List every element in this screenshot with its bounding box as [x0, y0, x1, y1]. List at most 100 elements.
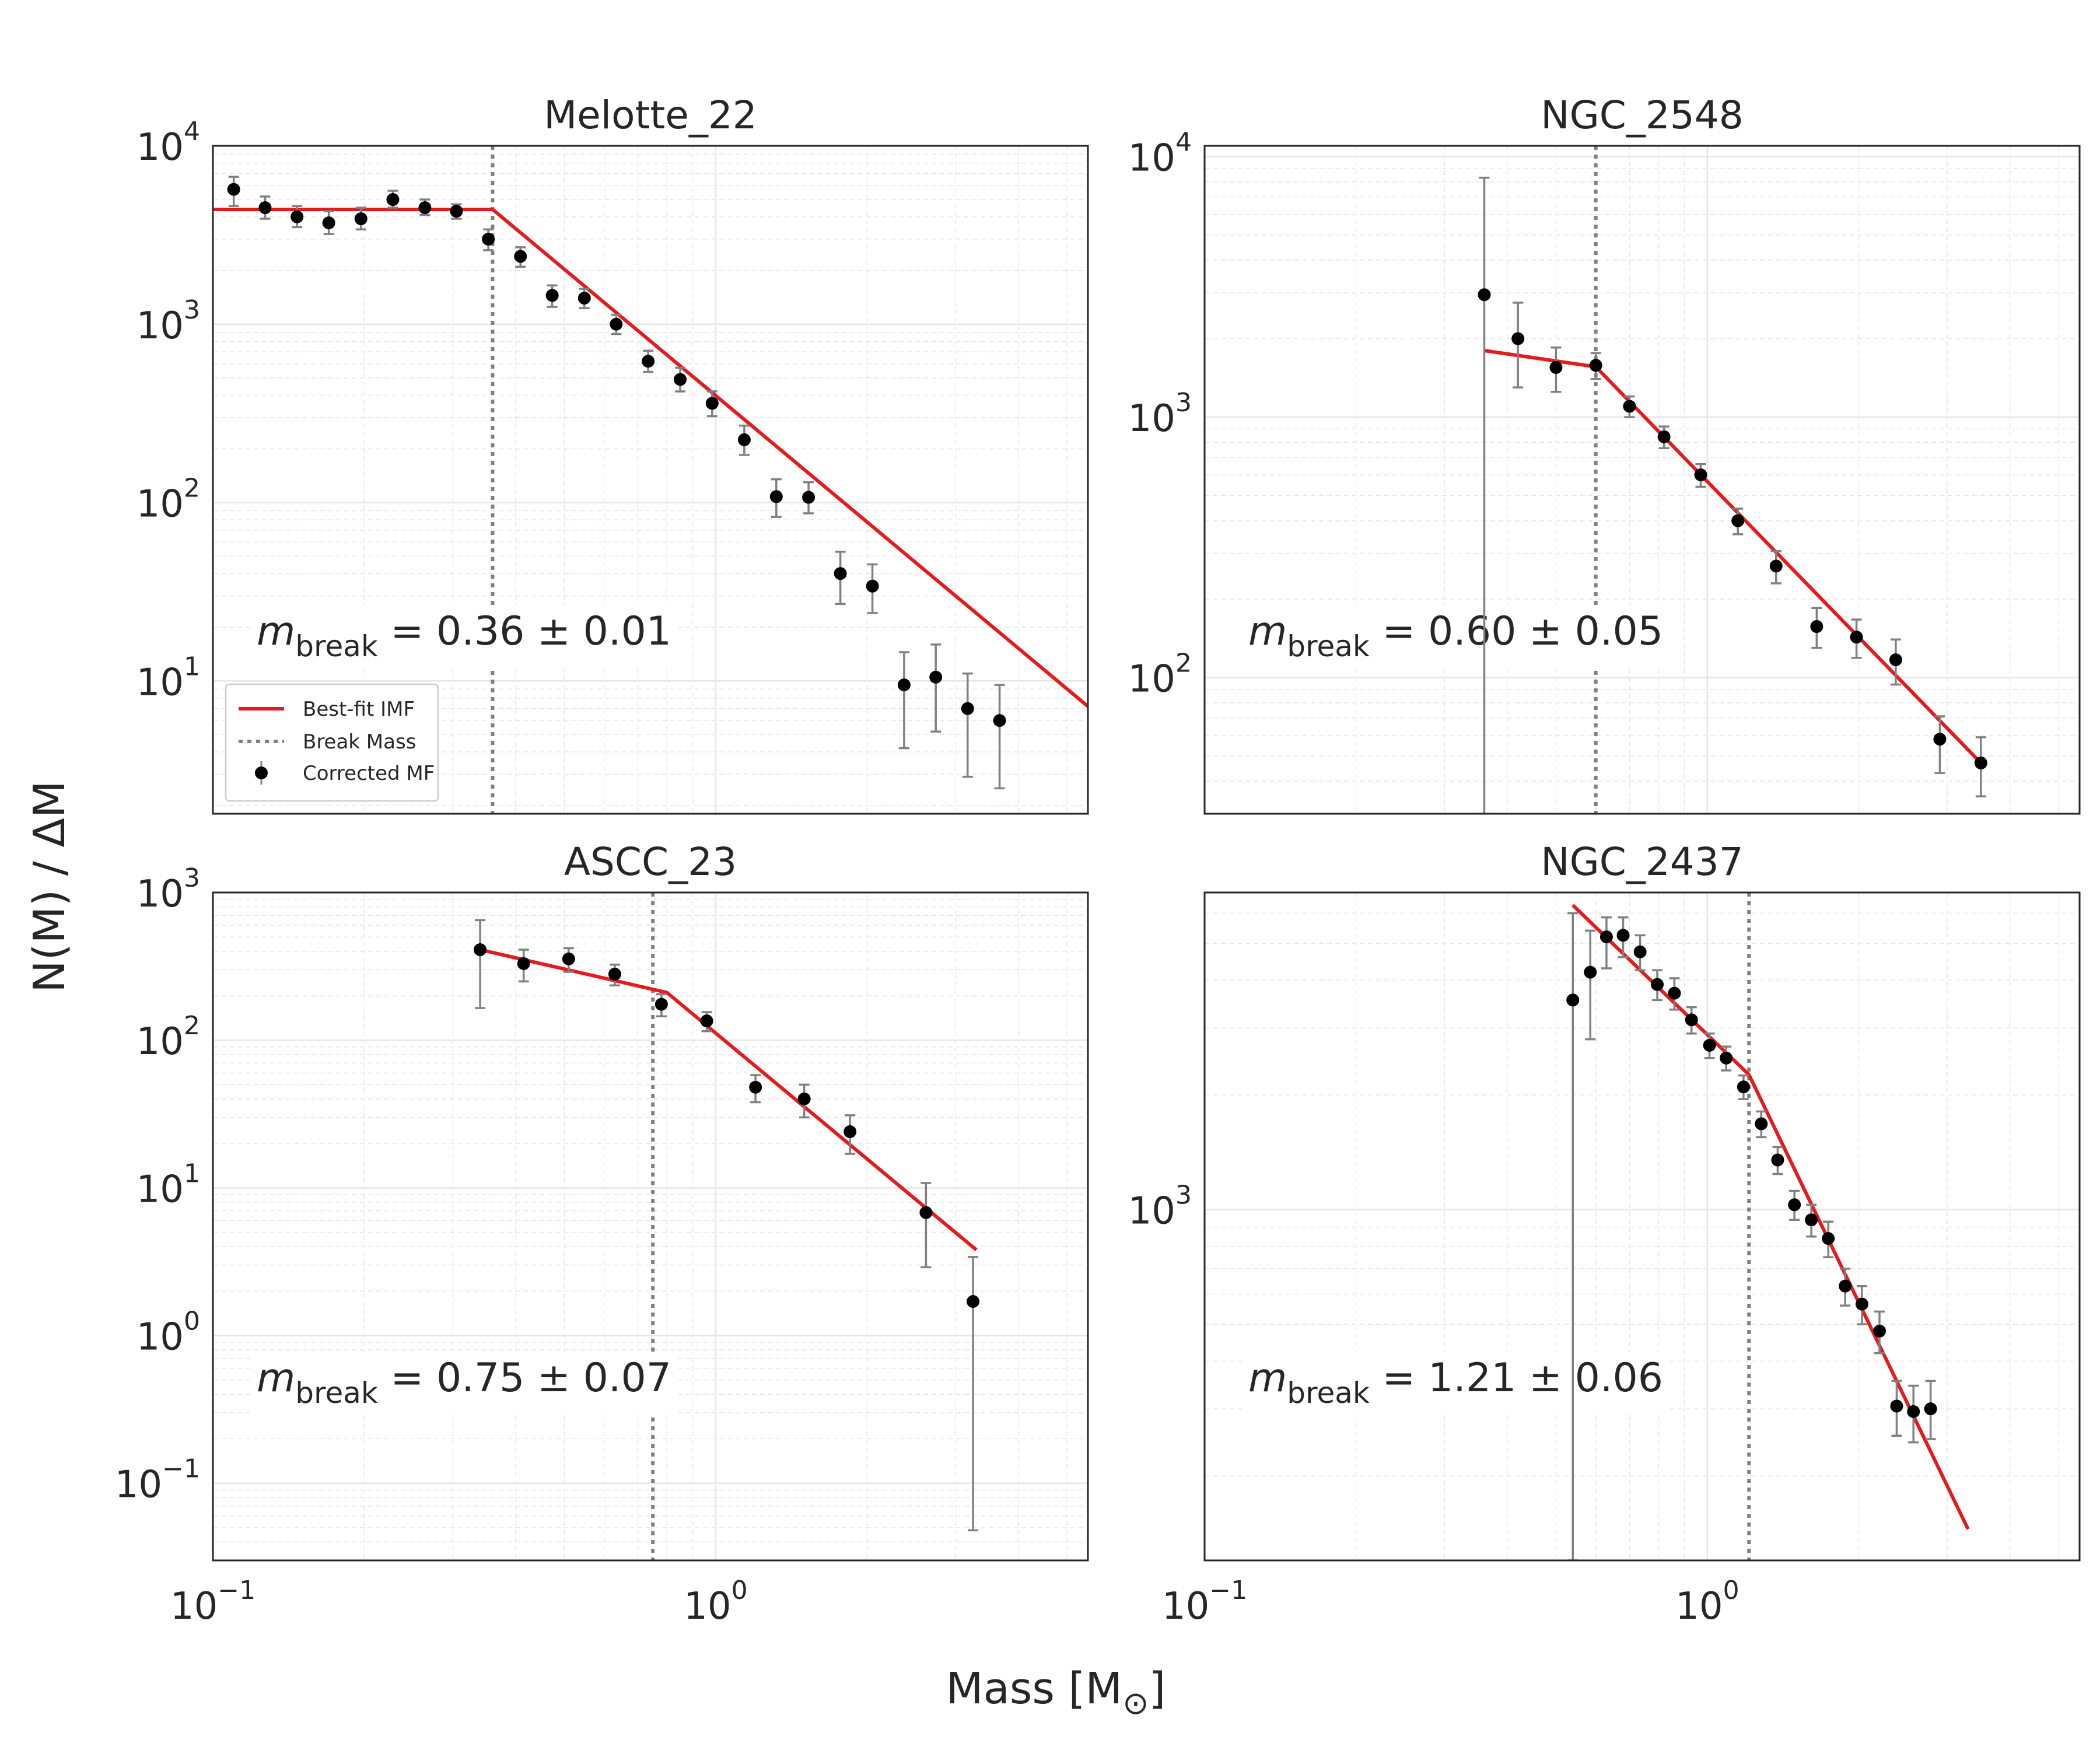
- marker: [1589, 359, 1602, 372]
- data-point: [642, 349, 655, 373]
- marker: [562, 952, 575, 965]
- y-tick-label: 102: [136, 474, 200, 526]
- data-point: [1839, 1268, 1852, 1307]
- break-annotation: mbreak = 0.75 ± 0.07: [257, 1355, 671, 1410]
- marker: [1924, 1402, 1937, 1416]
- data-point: [1974, 736, 1987, 797]
- data-point: [1805, 1203, 1818, 1238]
- marker: [227, 183, 240, 196]
- legend-box: [225, 683, 439, 802]
- data-point: [802, 481, 816, 514]
- data-point: [578, 288, 591, 310]
- y-tick-label: 102: [136, 1011, 200, 1063]
- panel-title: NGC_2548: [1541, 93, 1744, 138]
- marker: [919, 1206, 933, 1219]
- marker: [1907, 1405, 1920, 1418]
- marker: [1755, 1117, 1768, 1130]
- axes-frame: [212, 891, 1089, 1562]
- panel-ngc-2437: mbreak = 1.21 ± 0.06 NGC_2437 103 10−1 100: [1128, 839, 2081, 1628]
- legend-label: Break Mass: [303, 730, 416, 754]
- marker: [1933, 733, 1947, 746]
- data-point: [1737, 1074, 1750, 1101]
- data-point: [474, 919, 487, 1009]
- annotation-background: [1244, 1352, 1668, 1413]
- plot-area: mbreak = 0.36 ± 0.01: [213, 146, 1088, 814]
- x-tick-label: 10−1: [1162, 1576, 1247, 1628]
- best-fit-line: [1572, 904, 1970, 1530]
- marker: [1822, 1232, 1835, 1245]
- y-tick-label: 103: [136, 863, 200, 916]
- marker: [386, 193, 400, 206]
- marker: [897, 678, 911, 692]
- marker: [608, 967, 621, 981]
- data-point: [1850, 618, 1863, 659]
- data-point: [993, 684, 1006, 790]
- marker: [1685, 1013, 1698, 1027]
- marker: [802, 491, 816, 504]
- data-point: [322, 210, 335, 236]
- legend-label: Corrected MF: [303, 762, 435, 785]
- data-point: [1769, 550, 1783, 584]
- marker: [1850, 631, 1863, 644]
- plot-area: mbreak = 0.75 ± 0.07: [252, 892, 980, 1560]
- marker: [545, 289, 559, 302]
- data-point: [897, 651, 911, 750]
- data-point: [1633, 934, 1647, 972]
- data-point: [1755, 1110, 1768, 1139]
- data-point: [1873, 1310, 1887, 1354]
- plot-area: mbreak = 1.21 ± 0.06: [1244, 892, 1970, 1560]
- break-annotation: mbreak = 1.21 ± 0.06: [1248, 1355, 1663, 1410]
- marker: [1549, 361, 1563, 374]
- best-fit-line: [480, 948, 978, 1252]
- x-tick-label: 100: [684, 1576, 747, 1628]
- y-tick-label: 104: [1128, 127, 1192, 180]
- annotation-background: [252, 605, 677, 667]
- y-tick-label: 10−1: [115, 1454, 200, 1507]
- y-tick-label: 103: [136, 295, 200, 348]
- marker: [1805, 1213, 1818, 1227]
- grid: [213, 146, 1088, 814]
- y-tick-label: 101: [136, 652, 200, 704]
- marker: [354, 212, 368, 226]
- marker: [700, 1014, 713, 1028]
- data-point: [562, 947, 575, 973]
- marker: [834, 567, 847, 580]
- marker: [1839, 1279, 1852, 1293]
- panel-ngc-2548: mbreak = 0.60 ± 0.05 NGC_2548 104 103 102: [1128, 93, 2081, 815]
- y-tick-label: 103: [1128, 388, 1192, 440]
- panel-title: Melotte_22: [544, 93, 757, 138]
- data-point: [1720, 1045, 1733, 1072]
- marker: [1511, 332, 1525, 345]
- marker: [654, 998, 668, 1011]
- break-annotation: mbreak = 0.36 ± 0.01: [257, 608, 671, 663]
- data-point: [1685, 1006, 1698, 1035]
- marker: [769, 490, 783, 503]
- marker: [418, 201, 432, 215]
- data-point: [737, 424, 751, 456]
- marker: [1478, 288, 1491, 302]
- marker: [1703, 1038, 1716, 1052]
- marker: [1810, 620, 1824, 634]
- data-point: [1788, 1189, 1801, 1221]
- marker: [844, 1125, 857, 1139]
- data-point: [919, 1182, 933, 1269]
- marker: [797, 1092, 811, 1105]
- marker: [1889, 653, 1902, 667]
- marker: [961, 702, 974, 715]
- marker: [1974, 756, 1987, 769]
- marker: [749, 1080, 762, 1094]
- data-point: [929, 643, 943, 733]
- data-point: [1933, 715, 1947, 774]
- data-point: [1584, 929, 1597, 1041]
- y-axis-label: N(M) / ΔM: [24, 780, 75, 992]
- marker: [1668, 986, 1681, 1000]
- marker: [517, 957, 530, 970]
- data-point: [705, 390, 719, 418]
- marker: [610, 317, 623, 331]
- data-point: [258, 195, 272, 220]
- data-point: [769, 478, 783, 519]
- data-point: [1771, 1146, 1784, 1175]
- marker: [1731, 514, 1745, 527]
- data-point: [1616, 916, 1630, 958]
